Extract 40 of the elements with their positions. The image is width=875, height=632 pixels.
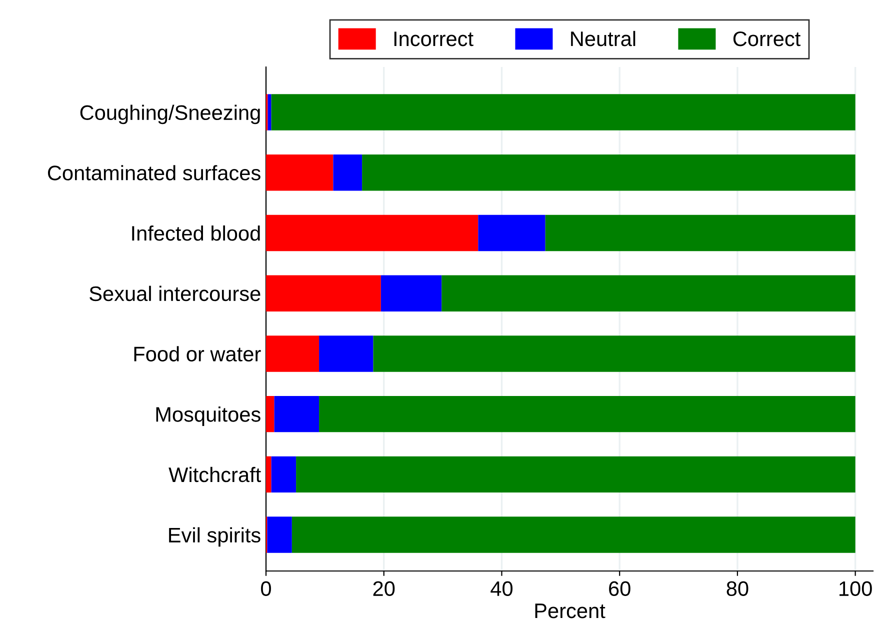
bar	[380, 275, 442, 312]
y-tick-label: Coughing/Sneezing	[80, 104, 260, 124]
bar	[271, 94, 856, 130]
bar	[373, 336, 856, 372]
bar	[292, 516, 856, 553]
y-tick-label: Food or water	[134, 346, 261, 362]
bar	[266, 456, 272, 493]
legend-label: Incorrect	[394, 32, 474, 46]
bar	[319, 396, 856, 432]
bar	[266, 275, 381, 312]
x-tick-label: 80	[726, 581, 748, 596]
y-tick-label: Evil spirits	[169, 527, 260, 547]
bar	[478, 214, 546, 252]
bar	[266, 154, 334, 191]
bar	[333, 154, 362, 191]
y-tick-label: Sexual intercourse	[90, 286, 260, 302]
bar	[266, 396, 274, 432]
bar	[274, 396, 320, 432]
x-tick-label: 0	[261, 581, 271, 596]
bar	[362, 154, 856, 191]
bar	[267, 516, 292, 553]
x-tick-label: 40	[490, 581, 512, 596]
y-tick-label: Infected blood	[132, 225, 260, 241]
y-tick-label: Witchcraft	[168, 466, 261, 482]
bar	[271, 456, 296, 493]
x-tick-label: 100	[840, 581, 872, 596]
bar	[266, 214, 478, 252]
x-tick-label: 20	[373, 581, 395, 596]
bar	[266, 336, 320, 372]
bar	[545, 214, 856, 252]
y-tick-label: Contaminated surfaces	[48, 165, 260, 180]
x-tick-label: 60	[609, 581, 630, 596]
bar	[268, 94, 272, 130]
x-axis-title: Percent	[535, 604, 606, 618]
legend-label: Neutral	[571, 30, 636, 46]
bar	[319, 336, 374, 372]
y-tick-label: Mosquitoes	[156, 406, 260, 426]
bar	[296, 456, 856, 493]
legend-label: Correct	[733, 31, 801, 46]
bar	[442, 275, 856, 312]
